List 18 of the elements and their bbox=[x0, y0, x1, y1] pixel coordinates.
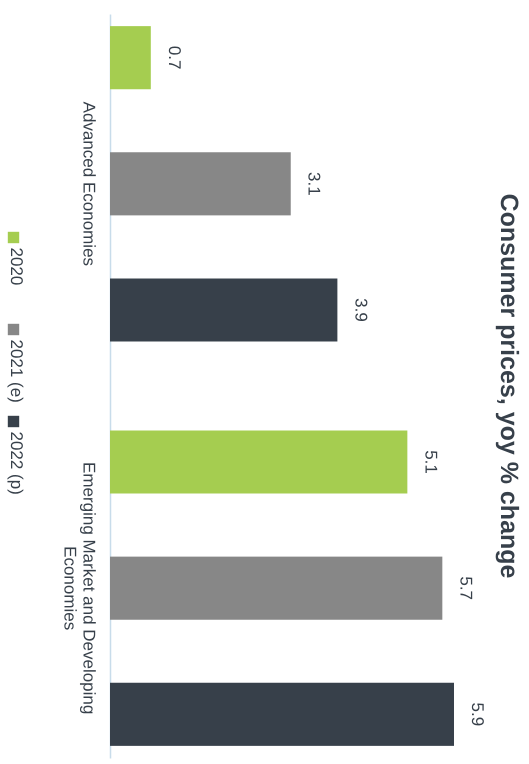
legend-label: 2021 (e) bbox=[7, 340, 26, 403]
bar bbox=[110, 682, 454, 746]
data-label: 3.1 bbox=[304, 172, 324, 196]
bar bbox=[110, 278, 338, 342]
data-label: 5.9 bbox=[468, 702, 487, 726]
data-label: 5.1 bbox=[421, 450, 440, 474]
data-label: 5.7 bbox=[456, 576, 476, 600]
data-label: 3.9 bbox=[351, 298, 370, 322]
bar bbox=[110, 26, 151, 90]
bar bbox=[110, 556, 442, 620]
text: Consumer prices, yoy % change bbox=[495, 194, 523, 579]
bar bbox=[110, 430, 408, 494]
y-tick-label: Advanced Economies bbox=[80, 102, 98, 266]
data-label: 0.7 bbox=[164, 46, 184, 70]
bar bbox=[110, 152, 291, 216]
legend-label: 2020 bbox=[7, 248, 26, 286]
legend-label: 2022 (p) bbox=[7, 432, 26, 495]
y-tick-label: Emerging Market and Developing Economies bbox=[60, 462, 98, 714]
